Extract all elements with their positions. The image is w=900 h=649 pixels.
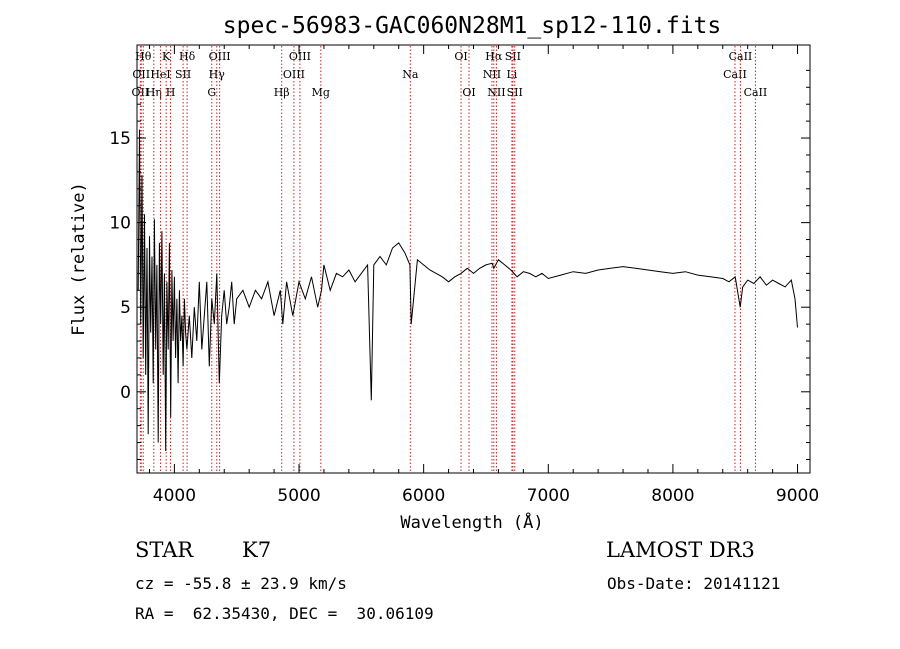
marker-label: HeI: [150, 68, 170, 81]
marker-label: OIII: [289, 50, 311, 63]
marker-label: Hγ: [209, 68, 226, 81]
marker-label: H: [166, 86, 176, 99]
x-tick-label: 6000: [402, 486, 445, 506]
object-subclass: K7: [242, 538, 272, 562]
marker-label: OII: [132, 86, 150, 99]
line-markers: OIIHθOIIHηHeIKHSIIHδGHγOIIIHβOIIIOIIIMgN…: [132, 46, 768, 473]
x-tick-label: 9000: [776, 486, 819, 506]
marker-label: Hβ: [274, 86, 290, 99]
x-tick-label: 8000: [651, 486, 694, 506]
marker-label: OII: [132, 68, 150, 81]
marker-label: OIII: [283, 68, 305, 81]
plot-frame: [136, 44, 811, 474]
marker-label: G: [207, 86, 216, 99]
coordinates-line: RA = 62.35430, DEC = 30.06109: [135, 604, 434, 623]
marker-label: SII: [175, 68, 191, 81]
marker-label: Hθ: [135, 50, 152, 63]
obs-date-line: Obs-Date: 20141121: [607, 574, 781, 593]
spectrum-line-0: [137, 129, 798, 452]
x-axis: 4000 5000 6000 7000 8000 9000: [148, 45, 819, 506]
marker-label: K: [162, 50, 171, 63]
chart-title: spec-56983-GAC060N28M1_sp12-110.fits: [223, 13, 722, 39]
marker-label: Li: [506, 68, 517, 81]
x-tick-label: 5000: [277, 486, 320, 506]
marker-label: OI: [462, 86, 475, 99]
survey-name: LAMOST DR3: [606, 538, 755, 562]
marker-label: CaII: [744, 86, 768, 99]
y-tick-label: 0: [120, 383, 131, 403]
x-tick-label: 7000: [527, 486, 570, 506]
marker-label: Hη: [146, 86, 162, 99]
marker-label: Mg: [312, 86, 330, 99]
marker-label: OI: [454, 50, 467, 63]
y-tick-label: 10: [109, 214, 131, 234]
marker-label: Na: [402, 68, 419, 81]
redshift-line: cz = -55.8 ± 23.9 km/s: [135, 574, 347, 593]
y-tick-label: 15: [109, 129, 131, 149]
y-tick-label: 5: [120, 298, 131, 318]
marker-label: OIII: [209, 50, 231, 63]
x-tick-label: 4000: [153, 486, 196, 506]
marker-label: NII: [483, 68, 501, 81]
marker-label: CaII: [729, 50, 753, 63]
y-axis-label: Flux (relative): [69, 182, 89, 336]
marker-label: CaII: [723, 68, 747, 81]
y-axis: 0 5 10 15: [109, 69, 810, 460]
marker-label: Hα: [485, 50, 503, 63]
marker-label: NII: [487, 86, 505, 99]
marker-label: SII: [507, 86, 523, 99]
marker-label: Hδ: [179, 50, 196, 63]
marker-label: SII: [505, 50, 521, 63]
object-class: STAR: [135, 538, 194, 562]
series-layer: [137, 129, 798, 452]
x-axis-label: Wavelength (Å): [400, 511, 543, 533]
